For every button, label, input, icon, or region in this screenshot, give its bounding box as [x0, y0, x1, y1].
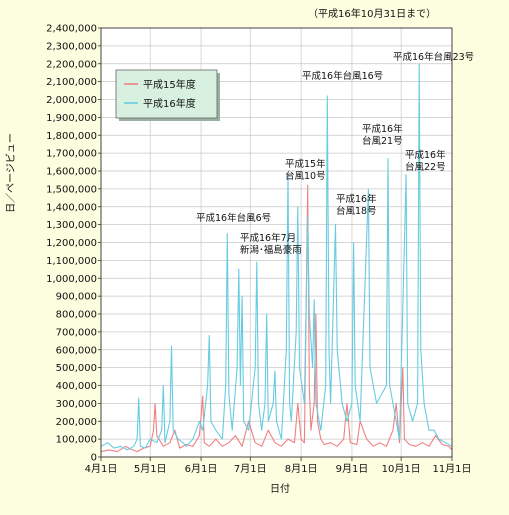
- y-tick-label: 500,000: [56, 363, 97, 374]
- plot-frame: [100, 27, 453, 458]
- y-tick-label: 1,500,000: [46, 184, 97, 195]
- annotation-label: 平成16年: [405, 149, 446, 161]
- legend-label: 平成15年度: [143, 78, 196, 91]
- y-tick-label: 2,100,000: [46, 77, 97, 88]
- annotation-label: 平成16年7月: [240, 232, 296, 244]
- y-tick-label: 1,200,000: [46, 238, 97, 249]
- x-tick-label: 4月1日: [85, 463, 118, 475]
- y-tick-label: 1,900,000: [46, 113, 97, 124]
- y-tick-label: 300,000: [56, 399, 97, 410]
- plot-border: [100, 27, 453, 458]
- y-tick-label: 1,300,000: [46, 220, 97, 231]
- annotation-label: 台風10号: [285, 170, 326, 182]
- y-tick-label: 1,400,000: [46, 202, 97, 213]
- annotation-label: 平成16年: [336, 193, 377, 205]
- y-tick-label: 2,000,000: [46, 95, 97, 106]
- annotation-label: 台風22号: [405, 161, 446, 173]
- y-tick-label: 900,000: [56, 292, 97, 303]
- y-tick-label: 200,000: [56, 417, 97, 428]
- date-range-note: （平成16年10月31日まで）: [308, 7, 436, 20]
- annotation-label: 新潟･福島豪雨: [240, 244, 302, 256]
- event-annotations: 平成16年台風23号平成16年台風16号平成16年台風21号平成16年台風22号…: [196, 51, 474, 256]
- x-tick-labels: 4月1日 5月1日 6月1日 7月1日 8月1日 9月1日 10月1日 11月1日: [85, 463, 472, 475]
- x-tick-label: 11月1日: [432, 463, 471, 475]
- x-tick-label: 5月1日: [134, 463, 167, 475]
- annotation-label: 台風21号: [362, 135, 403, 147]
- x-tick-label: 8月1日: [285, 463, 318, 475]
- x-tick-label: 9月1日: [336, 463, 369, 475]
- series-lines: [100, 63, 453, 453]
- annotation-label: 平成16年台風6号: [196, 212, 271, 224]
- y-tick-label: 600,000: [56, 345, 97, 356]
- y-tick-label: 700,000: [56, 327, 97, 338]
- y-tick-label: 400,000: [56, 381, 97, 392]
- x-tick-label: 10月1日: [382, 463, 421, 475]
- x-axis-label: 日付: [270, 482, 290, 495]
- legend-box: [115, 69, 218, 119]
- legend-label: 平成16年度: [143, 97, 196, 110]
- y-tick-label: 0: [91, 453, 97, 464]
- y-tick-label: 1,800,000: [46, 131, 97, 142]
- annotation-label: 平成16年台風23号: [393, 51, 474, 63]
- x-tick-label: 6月1日: [185, 463, 218, 475]
- y-tick-label: 2,400,000: [46, 24, 97, 35]
- series-line-0: [100, 184, 453, 453]
- annotation-label: 平成15年: [285, 158, 326, 170]
- y-tick-label: 1,700,000: [46, 149, 97, 160]
- annotation-label: 平成16年台風16号: [302, 70, 383, 82]
- annotation-label: 台風18号: [336, 205, 377, 217]
- y-tick-label: 1,600,000: [46, 167, 97, 178]
- y-tick-labels: 0 100,000 200,000 300,000 400,000 500,000 600,…: [46, 24, 97, 464]
- x-tick-label: 7月1日: [234, 463, 267, 475]
- y-tick-label: 800,000: [56, 310, 97, 321]
- y-tick-label: 2,200,000: [46, 59, 97, 70]
- y-tick-label: 100,000: [56, 435, 97, 446]
- y-tick-label: 2,300,000: [46, 41, 97, 52]
- y-tick-label: 1,100,000: [46, 256, 97, 267]
- series-line-1: [100, 63, 453, 451]
- annotation-label: 平成16年: [362, 123, 403, 135]
- y-tick-label: 1,000,000: [46, 274, 97, 285]
- y-axis-label: 日／ページビュー: [5, 133, 17, 213]
